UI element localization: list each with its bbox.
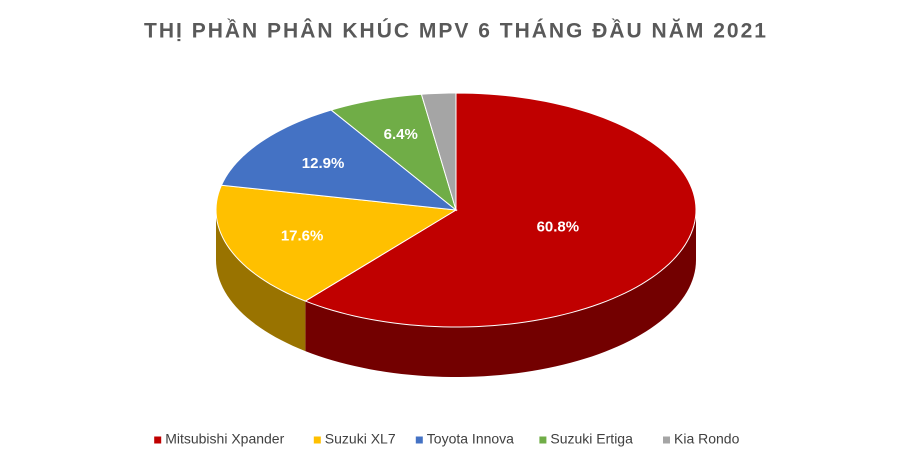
pie-slice <box>220 109 458 211</box>
data-label: 12.9% <box>302 155 345 172</box>
pie-slice <box>304 92 697 328</box>
chart-title: THỊ PHẦN PHÂN KHÚC MPV 6 THÁNG ĐẦU NĂM 2… <box>144 19 768 43</box>
pie-slice <box>215 184 458 302</box>
legend-marker <box>415 436 423 444</box>
legend-marker <box>313 436 321 444</box>
pie-slice <box>330 93 457 212</box>
legend-marker <box>154 436 162 444</box>
data-label: 60.8% <box>537 218 580 235</box>
legend-marker <box>539 436 547 444</box>
legend-marker <box>663 436 670 444</box>
legend-label: Kia Rondo <box>674 431 740 447</box>
legend-label: Mitsubishi Xpander <box>165 431 284 447</box>
legend-label: Suzuki Ertiga <box>550 431 633 447</box>
pie-slice <box>420 92 457 211</box>
legend-label: Suzuki XL7 <box>325 431 396 447</box>
data-label: 17.6% <box>281 227 324 244</box>
pie-side <box>216 210 306 352</box>
data-label: 6.4% <box>384 126 418 143</box>
legend-label: Toyota Innova <box>427 431 514 447</box>
pie-side <box>305 210 696 377</box>
